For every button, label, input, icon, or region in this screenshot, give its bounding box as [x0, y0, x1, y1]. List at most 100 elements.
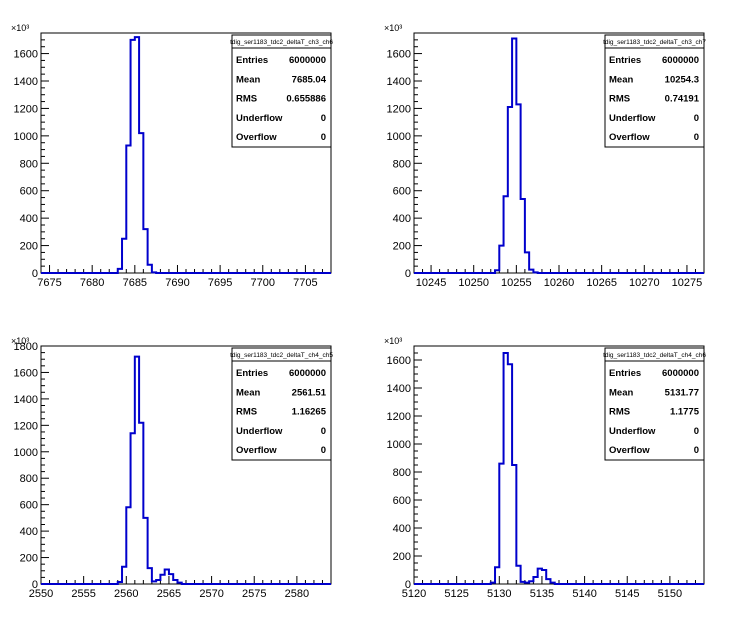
stats-value: 5131.77	[665, 387, 699, 398]
histogram-bin	[516, 566, 520, 584]
stats-label: RMS	[609, 407, 630, 418]
x-tick-label: 10275	[672, 277, 703, 289]
stats-value: 7685.04	[292, 74, 327, 85]
stats-label: Entries	[609, 368, 641, 379]
histogram-bin	[499, 246, 503, 273]
stats-value: 0	[321, 113, 326, 124]
stats-value: 1.16265	[292, 407, 327, 418]
y-tick-label: 1800	[14, 341, 38, 353]
x-tick-label: 10265	[586, 277, 617, 289]
stats-value: 0	[321, 445, 326, 456]
stats-box-title: tdig_ser1183_tdc2_deltaT_ch3_ch6	[230, 39, 333, 46]
histogram-bin	[525, 583, 529, 584]
y-tick-label: 400	[393, 213, 411, 225]
x-tick-label: 7685	[123, 277, 147, 289]
histogram-bin	[491, 583, 495, 584]
x-tick-label: 5130	[487, 588, 511, 600]
histogram-bin	[533, 272, 537, 273]
x-tick-label: 10245	[416, 277, 447, 289]
stats-label: Mean	[609, 74, 633, 85]
y-tick-label: 400	[393, 523, 411, 535]
y-exponent-label: ×10³	[384, 336, 402, 346]
x-tick-label: 7680	[80, 277, 104, 289]
x-tick-label: 7695	[208, 277, 232, 289]
stats-box: tdig_ser1183_tdc2_deltaT_ch4_ch6 Entries 6…	[603, 347, 706, 461]
y-tick-label: 1000	[14, 131, 38, 143]
x-tick-label: 2570	[199, 588, 223, 600]
histogram-bin	[148, 265, 152, 273]
histogram-bin	[529, 581, 533, 584]
y-tick-label: 0	[405, 268, 411, 280]
stats-box-frame	[604, 347, 705, 461]
histogram-bin	[143, 229, 147, 273]
stats-value: 0	[694, 113, 699, 124]
stats-label: Entries	[236, 55, 268, 66]
histogram-line	[41, 36, 331, 274]
x-tick-label: 10260	[544, 277, 575, 289]
histogram-bin	[131, 433, 135, 584]
y-tick-label: 1200	[14, 103, 38, 115]
y-tick-label: 600	[20, 500, 38, 512]
stats-label: Entries	[609, 55, 641, 66]
histogram-bin	[525, 252, 529, 273]
histogram-bin	[546, 579, 550, 584]
x-tick-label: 5135	[530, 588, 554, 600]
x-tick-label: 2575	[242, 588, 266, 600]
y-tick-label: 800	[393, 467, 411, 479]
y-tick-label: 1000	[387, 439, 411, 451]
histogram-bin	[135, 357, 139, 584]
x-tick-label: 10270	[629, 277, 660, 289]
histogram-bin	[169, 574, 173, 584]
stats-value: 6000000	[289, 55, 326, 66]
histogram-line	[414, 352, 704, 585]
stats-value: 0	[321, 426, 326, 437]
stats-box-title: tdig_ser1183_tdc2_deltaT_ch4_ch5	[230, 352, 333, 359]
y-tick-label: 0	[405, 579, 411, 591]
y-tick-label: 200	[20, 241, 38, 253]
stats-box: tdig_ser1183_tdc2_deltaT_ch3_ch6 Entries 6…	[230, 34, 333, 148]
histogram-bin	[165, 569, 169, 584]
stats-box: tdig_ser1183_tdc2_deltaT_ch3_ch7 Entries 6…	[603, 34, 706, 148]
stats-box: tdig_ser1183_tdc2_deltaT_ch4_ch5 Entries 6…	[230, 347, 333, 461]
histogram-bin	[512, 38, 516, 273]
x-tick-label: 7690	[165, 277, 189, 289]
histogram-bin	[499, 464, 503, 584]
y-exponent-label: ×10³	[11, 336, 29, 346]
stats-label: Overflow	[236, 445, 277, 456]
histogram-bin	[550, 583, 554, 584]
stats-label: Mean	[609, 387, 633, 398]
histogram-bin	[139, 423, 143, 584]
y-tick-label: 400	[20, 213, 38, 225]
x-tick-label: 7705	[293, 277, 317, 289]
stats-label: Underflow	[236, 113, 283, 124]
y-tick-label: 1400	[387, 383, 411, 395]
histogram-bin	[118, 582, 122, 584]
stats-box-frame	[231, 347, 332, 461]
x-tick-label: 2560	[114, 588, 138, 600]
histogram-pad-1: 0 200 400 600 800 1000 1200 1400 1600 7675 7680 768…	[11, 23, 333, 289]
y-tick-label: 1400	[14, 76, 38, 88]
stats-value: 0	[694, 445, 699, 456]
stats-value: 2561.51	[292, 387, 327, 398]
histogram-bin	[504, 353, 508, 584]
y-exponent-label: ×10³	[11, 23, 29, 33]
stats-value: 6000000	[662, 55, 699, 66]
x-tick-label: 10250	[458, 277, 489, 289]
histogram-bin	[131, 40, 135, 273]
y-tick-label: 600	[20, 186, 38, 198]
histogram-line	[41, 355, 331, 585]
histogram-bin	[152, 581, 156, 584]
stats-label: Overflow	[236, 132, 277, 143]
stats-label: RMS	[236, 94, 257, 105]
x-tick-label: 2565	[157, 588, 181, 600]
stats-label: RMS	[609, 94, 630, 105]
histogram-bin	[542, 570, 546, 584]
histogram-bin	[512, 465, 516, 584]
x-tick-label: 5125	[444, 588, 468, 600]
histogram-bin	[148, 568, 152, 584]
x-tick-label: 2555	[71, 588, 95, 600]
x-tick-label: 2550	[29, 588, 53, 600]
y-tick-label: 1200	[14, 420, 38, 432]
histogram-bin	[521, 199, 525, 273]
histogram-bin	[173, 580, 177, 584]
